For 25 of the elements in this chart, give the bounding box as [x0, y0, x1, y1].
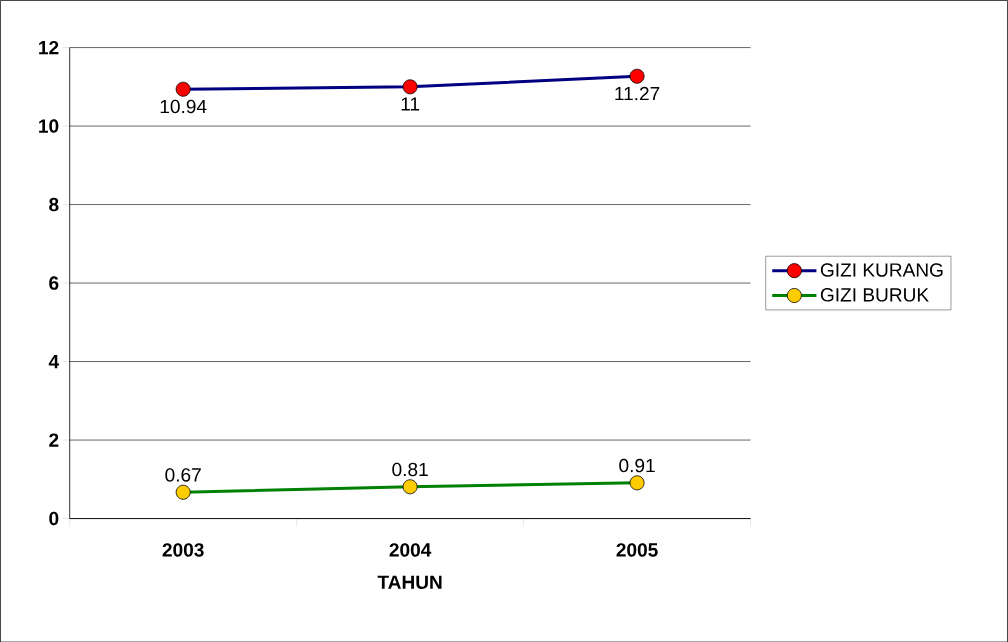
data-label: 0.81 [392, 462, 428, 476]
legend-label: GIZI BURUK [820, 287, 929, 302]
data-label: 11 [401, 97, 420, 111]
point [402, 479, 418, 494]
point [629, 475, 645, 491]
data-label: 0.91 [619, 458, 655, 473]
data-label: 10.94 [160, 99, 207, 114]
point [629, 68, 645, 84]
point [175, 81, 191, 97]
y-tick-label: 0 [49, 511, 59, 526]
data-label: 11.27 [615, 86, 660, 100]
y-tick-label: 10 [39, 119, 59, 133]
y-tick-label: 6 [49, 276, 59, 290]
x-tick-label: 2003 [162, 542, 204, 557]
x-tick-label: 2005 [616, 542, 658, 557]
data-label: 0.67 [165, 467, 201, 482]
legend-label: GIZI KURANG [820, 263, 943, 277]
y-tick-label: 12 [39, 40, 59, 55]
y-tick-label: 8 [49, 197, 59, 212]
y-tick-label: 2 [49, 433, 59, 447]
x-axis-title: TAHUN [377, 575, 442, 589]
point [402, 79, 418, 95]
x-tick-label: 2004 [389, 542, 432, 557]
point [175, 484, 191, 500]
y-tick-label: 4 [48, 354, 60, 368]
